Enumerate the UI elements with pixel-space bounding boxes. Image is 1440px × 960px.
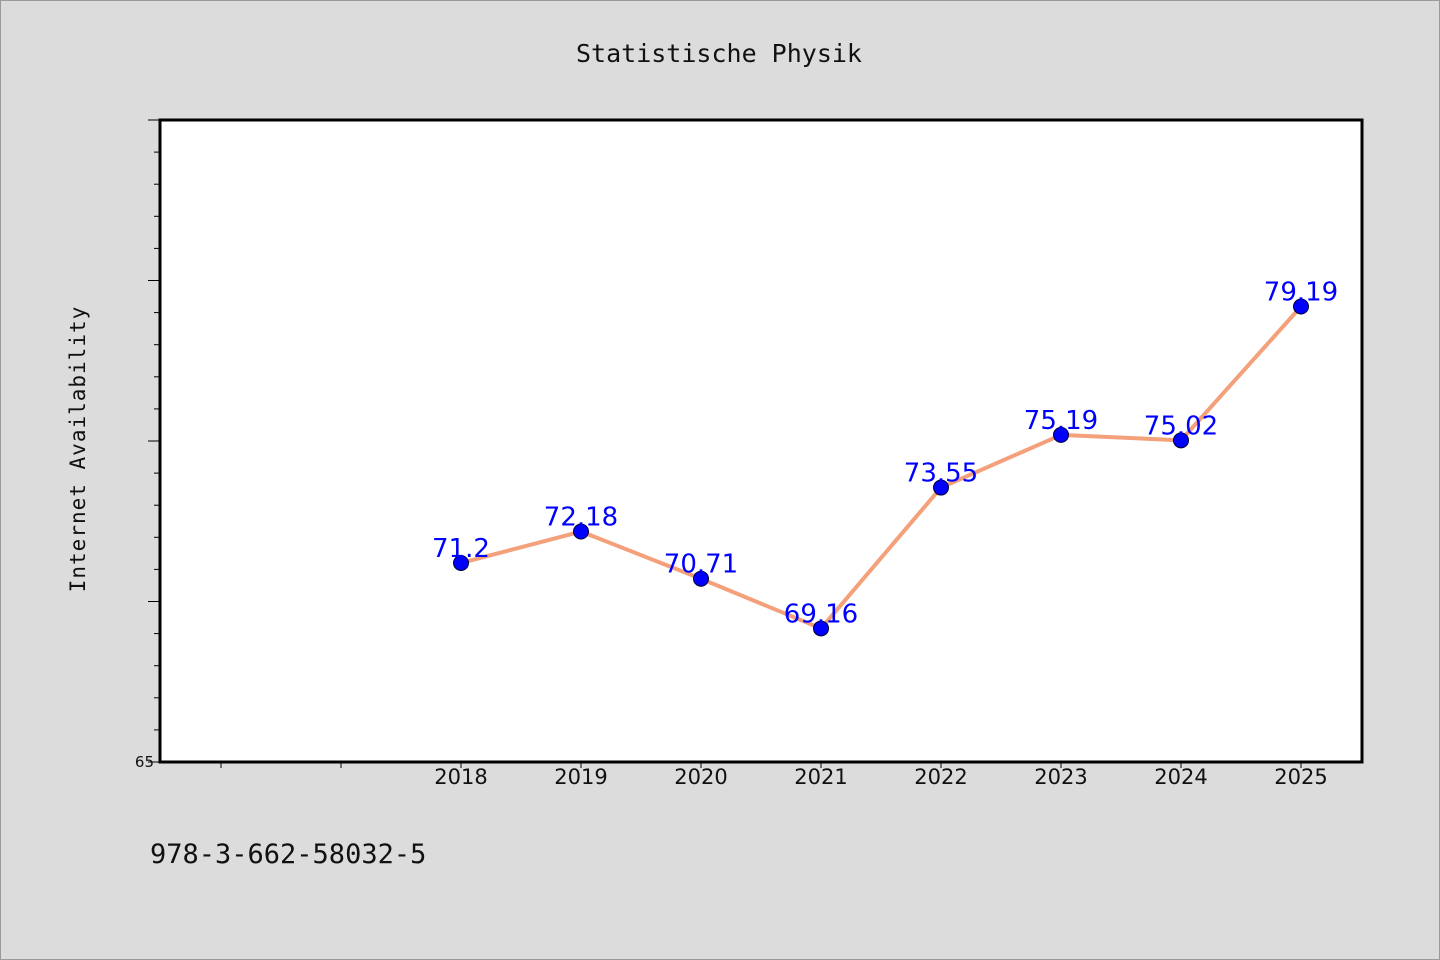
chart-title: Statistische Physik	[576, 39, 862, 68]
x-tick-label: 2023	[1034, 765, 1087, 789]
data-label: 69.16	[784, 599, 858, 629]
x-tick-label: 2020	[674, 765, 727, 789]
x-tick-label: 2019	[554, 765, 607, 789]
isbn-footer: 978-3-662-58032-5	[150, 839, 426, 870]
y-axis-ticks	[148, 119, 160, 763]
data-point	[933, 479, 949, 496]
data-label: 75.02	[1144, 411, 1218, 441]
data-label: 71.2	[432, 534, 490, 564]
x-axis-labels: 2018 2019 2020 2021 2022 2023 2024 2025	[434, 765, 1327, 789]
data-point	[1173, 432, 1189, 449]
data-point	[573, 523, 589, 540]
x-tick-label: 2024	[1154, 765, 1207, 789]
data-point	[813, 620, 829, 637]
x-axis-ticks	[220, 762, 1302, 768]
data-label: 72.18	[544, 503, 618, 533]
data-point	[1293, 298, 1309, 315]
y-axis-label: Internet Availability	[66, 306, 90, 593]
x-tick-label: 2018	[434, 765, 487, 789]
x-tick-label: 2021	[794, 765, 847, 789]
data-label: 73.55	[904, 459, 978, 489]
data-point	[453, 554, 469, 571]
data-labels: 71.2 72.18 70.71 69.16 73.55 75.19 75.02 79.19	[432, 278, 1338, 630]
data-markers	[453, 298, 1309, 637]
data-point	[1053, 426, 1069, 443]
series-line-group	[460, 305, 1303, 631]
x-tick-label: 2022	[914, 765, 967, 789]
series-line	[460, 305, 1303, 631]
y-tick-label: 65	[135, 753, 154, 771]
data-label: 79.19	[1264, 278, 1338, 308]
data-point	[693, 570, 709, 587]
x-tick-label: 2025	[1274, 765, 1327, 789]
data-label: 75.19	[1024, 406, 1098, 436]
data-label: 70.71	[664, 550, 738, 580]
